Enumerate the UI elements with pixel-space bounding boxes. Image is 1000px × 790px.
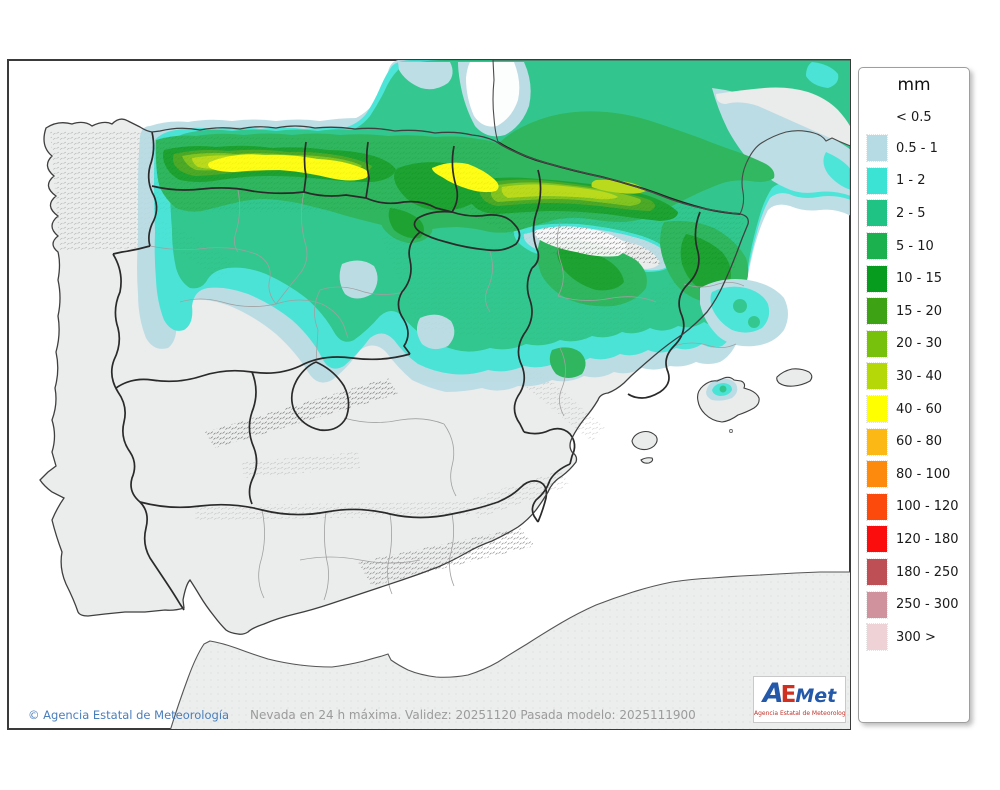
legend-range-label: < 0.5	[896, 109, 932, 125]
legend-range-label: 10 - 15	[896, 271, 943, 287]
legend-range-label: 80 - 100	[896, 466, 951, 482]
logo-letters-met: Met	[795, 685, 837, 707]
legend-swatch	[866, 590, 888, 619]
legend-row: 300 >	[859, 621, 969, 654]
legend-row: 30 - 40	[859, 360, 969, 393]
aemet-logo-subtitle: Agencia Estatal de Meteorología	[754, 710, 846, 717]
legend-range-label: 180 - 250	[896, 564, 959, 580]
logo-letter-a: A	[762, 678, 784, 709]
logo-letter-e: E	[780, 682, 797, 708]
legend-swatch	[866, 395, 888, 424]
legend-swatch	[866, 623, 888, 652]
legend-swatch	[866, 460, 888, 489]
legend-range-label: 1 - 2	[896, 173, 926, 189]
legend-row: 250 - 300	[859, 588, 969, 621]
legend-swatch	[866, 166, 888, 195]
legend-range-label: 20 - 30	[896, 336, 943, 352]
legend-row: 40 - 60	[859, 393, 969, 426]
legend-range-label: 2 - 5	[896, 205, 926, 221]
legend-row: 15 - 20	[859, 295, 969, 328]
legend-range-label: 100 - 120	[896, 499, 959, 515]
island-cabrera	[729, 429, 733, 433]
precip-cell-mallorca	[706, 378, 738, 401]
legend-swatch	[866, 427, 888, 456]
legend-swatch	[866, 525, 888, 554]
legend-row: 20 - 30	[859, 328, 969, 361]
precip-fringe-se-france	[712, 88, 850, 196]
precip-fringe-patch-nw	[398, 62, 453, 90]
aemet-logo: AEMet Agencia Estatal de Meteorología	[753, 676, 846, 723]
precipitation-layers	[137, 60, 850, 401]
precip-40-60mm	[208, 154, 499, 193]
legend-swatch	[866, 264, 888, 293]
legend-row: 60 - 80	[859, 425, 969, 458]
legend-range-label: 0.5 - 1	[896, 140, 938, 156]
legend-row: 80 - 100	[859, 458, 969, 491]
legend-range-label: 250 - 300	[896, 597, 959, 613]
region-boundaries	[110, 131, 701, 611]
legend-row: 5 - 10	[859, 230, 969, 263]
legend-row: 0.5 - 1	[859, 132, 969, 165]
land-gap-se-france	[716, 87, 850, 146]
precip-cell-offshore-catalonia	[700, 279, 788, 347]
map-caption: Nevada en 24 h máxima. Validez: 20251120…	[250, 708, 696, 722]
legend-row: 180 - 250	[859, 556, 969, 589]
legend-swatch	[866, 232, 888, 261]
precip-spot-1-2mm-france-a	[806, 62, 839, 88]
legend-row: 2 - 5	[859, 197, 969, 230]
legend-title: mm	[897, 75, 931, 95]
province-boundaries	[149, 189, 745, 601]
legend-range-label: 5 - 10	[896, 238, 934, 254]
legend-row: 120 - 180	[859, 523, 969, 556]
precip-fringe-soria	[416, 314, 455, 350]
map-content: © Agencia Estatal de Meteorología Nevada…	[28, 60, 850, 729]
legend-swatch	[866, 329, 888, 358]
copyright-text: © Agencia Estatal de Meteorología	[28, 708, 229, 722]
legend-range-label: 60 - 80	[896, 434, 943, 450]
legend-swatch	[866, 134, 888, 163]
aemet-logo-wordmark: AEMet	[754, 679, 845, 709]
legend-range-label: 30 - 40	[896, 368, 943, 384]
legend-row-below-threshold: < 0.5	[859, 102, 969, 132]
precip-spot-1-2mm-france-b	[823, 152, 850, 190]
legend-swatch	[866, 558, 888, 587]
legend-row: 100 - 120	[859, 491, 969, 524]
legend-panel: mm < 0.5 0.5 - 1 1 - 2 2 - 5 5 - 10 10 - 15 1…	[858, 67, 970, 723]
legend-range-label: 40 - 60	[896, 401, 943, 417]
legend-row: 1 - 2	[859, 165, 969, 198]
legend-range-label: 120 - 180	[896, 531, 959, 547]
landmasses	[40, 60, 850, 729]
legend-row: 10 - 15	[859, 262, 969, 295]
legend-entries: 0.5 - 1 1 - 2 2 - 5 5 - 10 10 - 15 15 - 20 20 …	[859, 132, 969, 654]
legend-swatch	[866, 199, 888, 228]
legend-swatch	[866, 297, 888, 326]
legend-range-label: 15 - 20	[896, 303, 943, 319]
legend-range-label: 300 >	[896, 629, 936, 645]
precip-fringe-duero	[339, 260, 378, 299]
legend-swatch	[866, 492, 888, 521]
legend-swatch	[866, 362, 888, 391]
